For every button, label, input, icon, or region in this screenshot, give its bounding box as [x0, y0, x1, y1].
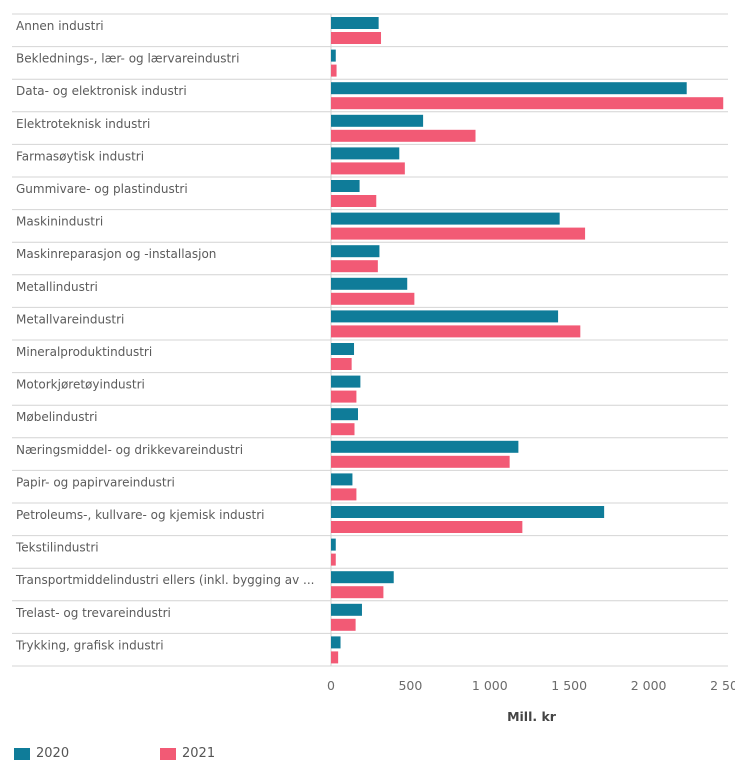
bar-2020[interactable] [331, 82, 687, 95]
x-tick-label: 2 000 [631, 678, 667, 693]
bar-2020[interactable] [331, 440, 519, 453]
bar-2021[interactable] [331, 64, 337, 77]
bar-2020[interactable] [331, 277, 408, 290]
x-tick-label: 1 500 [551, 678, 587, 693]
category-label: Næringsmiddel- og drikkevareindustri [16, 443, 243, 457]
legend-label-2021: 2021 [182, 746, 216, 761]
category-label: Beklednings-, lær- og lærvareindustri [16, 52, 239, 66]
bar-2020[interactable] [331, 506, 605, 518]
bar-2020[interactable] [331, 636, 341, 649]
bar-2021[interactable] [331, 586, 384, 599]
bar-2020[interactable] [331, 180, 360, 192]
legend-swatch-2021 [160, 747, 176, 760]
category-label: Data- og elektronisk industri [16, 84, 187, 98]
x-tick-label: 500 [398, 678, 422, 693]
bar-2021[interactable] [331, 488, 357, 501]
bar-2020[interactable] [331, 310, 559, 323]
bar-2020[interactable] [331, 245, 380, 258]
bar-2020[interactable] [331, 343, 355, 355]
bar-2020[interactable] [331, 571, 394, 584]
category-label: Gummivare- og plastindustri [16, 182, 188, 196]
category-label: Motorkjøretøyindustri [16, 378, 145, 392]
bar-2020[interactable] [331, 375, 361, 388]
bar-2021[interactable] [331, 651, 339, 664]
bar-2021[interactable] [331, 423, 355, 436]
x-tick-label: 0 [327, 678, 335, 693]
category-label: Petroleums-, kullvare- og kjemisk indust… [16, 508, 265, 522]
legend-item-2020[interactable]: 2020 [14, 746, 160, 761]
bar-2021[interactable] [331, 521, 523, 533]
bar-2020[interactable] [331, 49, 336, 62]
bar-2021[interactable] [331, 292, 415, 305]
category-label: Trelast- og trevareindustri [15, 606, 171, 620]
category-label: Maskinindustri [16, 215, 103, 229]
x-axis-title: Mill. kr [507, 709, 557, 724]
legend-label-2020: 2020 [36, 746, 70, 761]
bar-2020[interactable] [331, 408, 358, 421]
category-label: Transportmiddelindustri ellers (inkl. by… [15, 573, 315, 587]
category-label: Metallindustri [16, 280, 98, 294]
bar-2021[interactable] [331, 195, 377, 207]
category-label: Maskinreparasjon og -installasjon [16, 247, 216, 261]
bar-2021[interactable] [331, 97, 724, 110]
bar-2021[interactable] [331, 553, 336, 566]
x-tick-label: 2 500 [710, 678, 735, 693]
category-label: Elektroteknisk industri [16, 117, 150, 131]
bar-2020[interactable] [331, 147, 400, 160]
category-label: Papir- og papirvareindustri [16, 475, 175, 489]
category-label: Farmasøytisk industri [16, 149, 144, 163]
bar-2021[interactable] [331, 358, 352, 370]
category-label: Mineralproduktindustri [16, 345, 152, 359]
bar-2020[interactable] [331, 17, 379, 29]
category-label: Møbelindustri [16, 410, 97, 424]
bar-2021[interactable] [331, 129, 476, 142]
bar-chart: Annen industri Beklednings-, lær- og lærv… [12, 13, 735, 724]
bar-2021[interactable] [331, 227, 586, 240]
bar-2021[interactable] [331, 162, 405, 175]
bar-2021[interactable] [331, 390, 357, 403]
bar-2021[interactable] [331, 618, 356, 631]
bar-2021[interactable] [331, 32, 382, 44]
bar-2021[interactable] [331, 260, 378, 273]
bar-2021[interactable] [331, 455, 510, 468]
legend-item-2021[interactable]: 2021 [160, 746, 306, 761]
category-label: Tekstilindustri [15, 541, 99, 555]
category-label: Annen industri [16, 19, 104, 33]
bar-2021[interactable] [331, 325, 581, 338]
legend: 2020 2021 [14, 746, 306, 761]
bar-2020[interactable] [331, 473, 353, 486]
category-label: Trykking, grafisk industri [15, 638, 164, 652]
bar-2020[interactable] [331, 538, 336, 551]
bar-2020[interactable] [331, 114, 424, 127]
legend-swatch-2020 [14, 747, 30, 760]
category-label: Metallvareindustri [16, 312, 124, 326]
bar-2020[interactable] [331, 212, 560, 225]
bar-2020[interactable] [331, 603, 362, 616]
x-tick-label: 1 000 [472, 678, 508, 693]
